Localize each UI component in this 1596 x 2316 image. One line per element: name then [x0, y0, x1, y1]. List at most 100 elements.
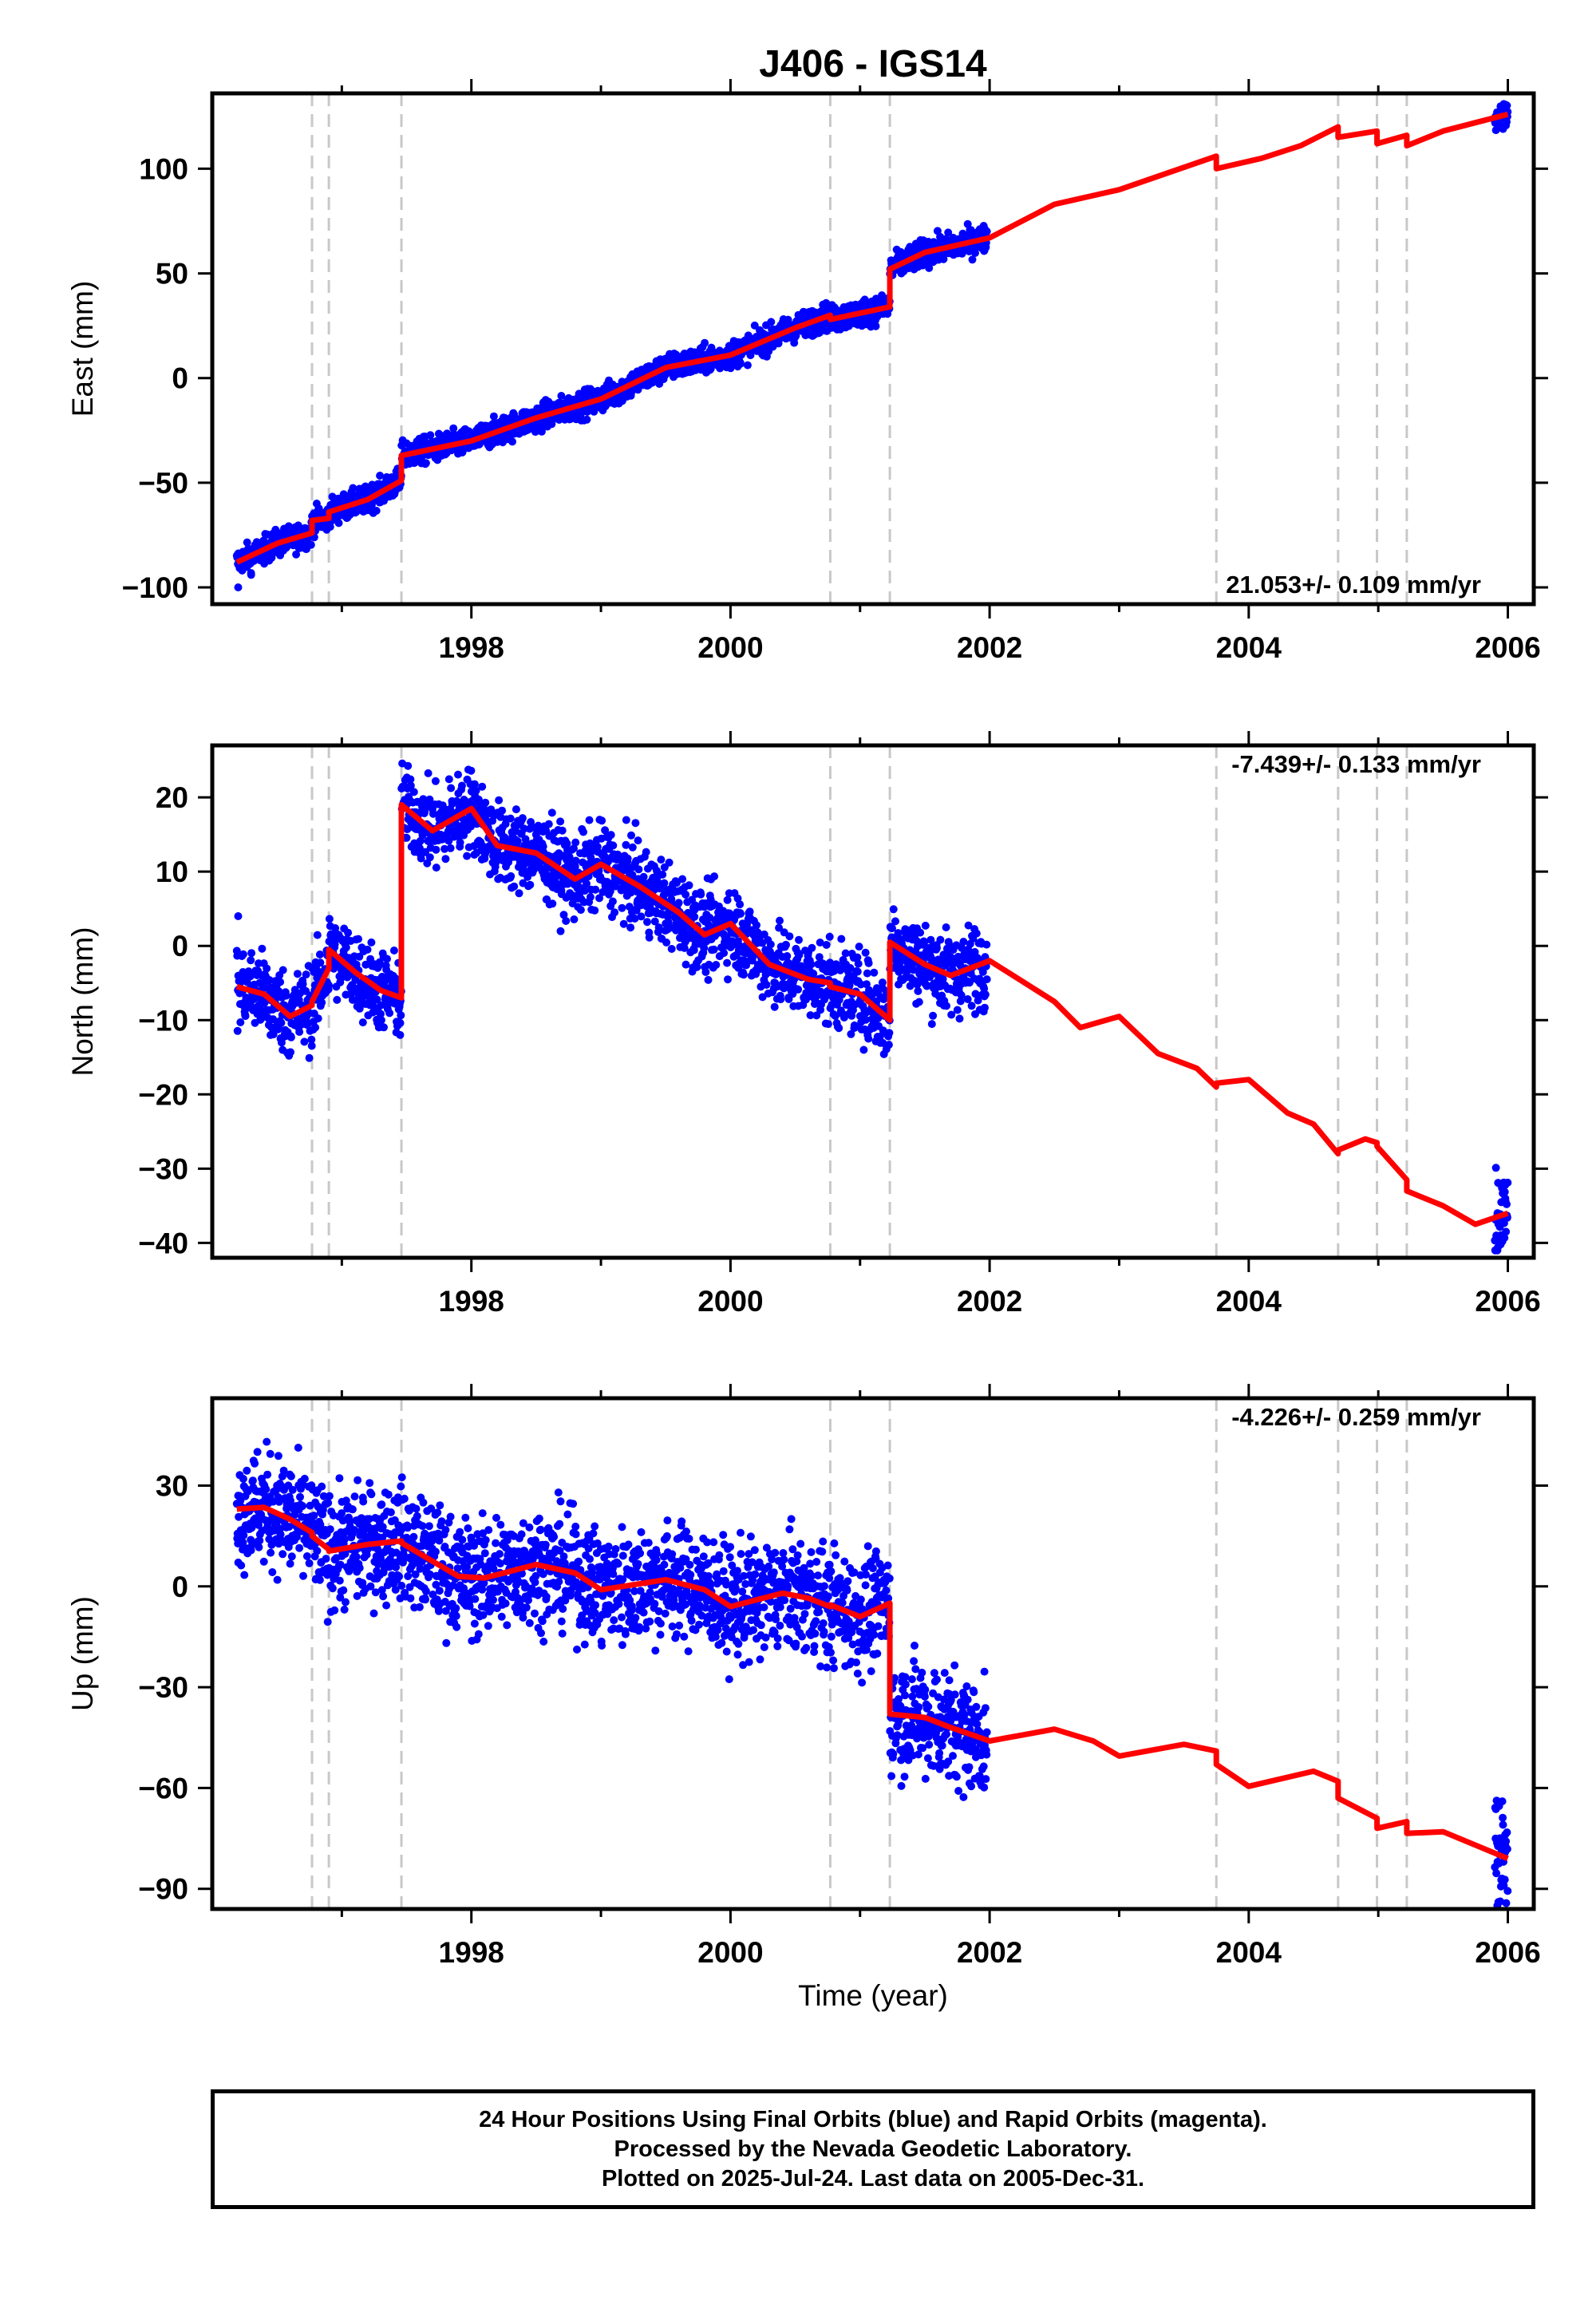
observation-point — [302, 1552, 311, 1560]
y-tick-label: −10 — [138, 1004, 188, 1037]
observation-points — [232, 100, 1512, 577]
observation-point — [295, 1028, 304, 1036]
observation-point — [767, 318, 776, 326]
observation-point — [240, 1571, 249, 1579]
observation-point — [637, 912, 646, 921]
observation-point — [825, 932, 834, 941]
observation-point — [355, 1563, 364, 1572]
observation-point — [519, 824, 528, 833]
observation-point — [565, 852, 574, 861]
observation-point — [266, 1449, 275, 1458]
observation-point — [570, 915, 579, 923]
observation-point — [253, 1448, 262, 1456]
observation-point — [380, 1023, 388, 1032]
observation-point — [672, 926, 681, 935]
observation-point — [404, 761, 413, 770]
observation-point — [701, 338, 709, 347]
observation-point — [402, 833, 411, 842]
observation-point — [630, 915, 639, 923]
observation-point — [681, 960, 690, 969]
observation-point — [954, 952, 962, 961]
x-tick-label: 2002 — [957, 631, 1022, 664]
observation-point — [570, 844, 578, 853]
observation-point — [658, 870, 667, 879]
observation-point — [539, 842, 547, 851]
observation-point — [243, 1466, 251, 1475]
observation-point — [626, 923, 635, 932]
observation-point — [967, 1002, 976, 1010]
observation-point — [413, 1512, 421, 1520]
observation-point — [955, 1014, 964, 1023]
observation-point — [737, 910, 745, 918]
observation-point — [268, 1568, 277, 1576]
observation-point — [563, 840, 571, 848]
observation-point — [1500, 1234, 1509, 1242]
observation-point — [548, 899, 557, 908]
observation-point — [622, 816, 630, 824]
observation-point — [964, 921, 973, 930]
observation-point — [248, 1540, 256, 1549]
observation-point — [920, 938, 929, 946]
observation-point — [785, 932, 794, 941]
observation-point — [441, 808, 450, 816]
observation-point — [286, 1033, 295, 1041]
observation-point — [571, 856, 580, 865]
observation-point — [409, 1532, 418, 1541]
observation-point — [726, 912, 735, 920]
observation-point — [354, 935, 362, 943]
observation-point — [583, 415, 591, 424]
observation-point — [446, 844, 455, 852]
observation-point — [247, 571, 255, 579]
observation-point — [267, 1023, 276, 1032]
observation-point — [980, 984, 989, 993]
observation-point — [835, 1024, 843, 1033]
observation-point — [326, 1525, 334, 1534]
observation-point — [247, 1524, 256, 1532]
observation-point — [878, 291, 887, 299]
observation-point — [700, 943, 709, 952]
observation-point — [237, 1561, 246, 1570]
observation-point — [862, 1015, 870, 1024]
observation-point — [344, 928, 353, 937]
observation-point — [557, 392, 566, 400]
observation-point — [263, 1470, 272, 1479]
observation-point — [377, 1016, 385, 1025]
observation-point — [276, 978, 285, 986]
observation-point — [454, 770, 462, 779]
y-tick-label: −20 — [138, 1078, 188, 1111]
observation-point — [243, 538, 251, 547]
observation-point — [531, 428, 539, 437]
observation-point — [515, 889, 523, 898]
observation-point — [234, 912, 243, 920]
observation-point — [843, 978, 851, 987]
observation-point — [830, 966, 838, 975]
observation-point — [837, 935, 846, 943]
observation-point — [248, 1476, 257, 1485]
observation-point — [369, 1609, 378, 1618]
observation-point — [349, 484, 358, 492]
observation-point — [884, 1041, 893, 1049]
observation-point — [806, 1011, 815, 1020]
observation-point — [753, 921, 760, 930]
observation-point — [775, 923, 784, 932]
observation-point — [870, 968, 879, 977]
observation-point — [766, 940, 775, 949]
observation-point — [350, 1492, 359, 1501]
observation-point — [824, 1020, 832, 1029]
observation-point — [776, 995, 785, 1004]
observation-point — [1491, 1164, 1500, 1172]
observation-point — [971, 990, 980, 998]
observation-point — [508, 437, 516, 446]
observation-point — [299, 1571, 307, 1580]
observation-point — [583, 860, 592, 868]
observation-point — [634, 865, 643, 874]
observation-point — [558, 826, 567, 835]
observation-point — [942, 923, 950, 931]
observation-point — [544, 820, 553, 828]
observation-point — [724, 975, 732, 984]
observation-point — [311, 1023, 320, 1032]
observation-point — [377, 1010, 385, 1018]
observation-point — [723, 895, 732, 904]
observation-point — [674, 899, 683, 907]
observation-point — [323, 1618, 332, 1626]
